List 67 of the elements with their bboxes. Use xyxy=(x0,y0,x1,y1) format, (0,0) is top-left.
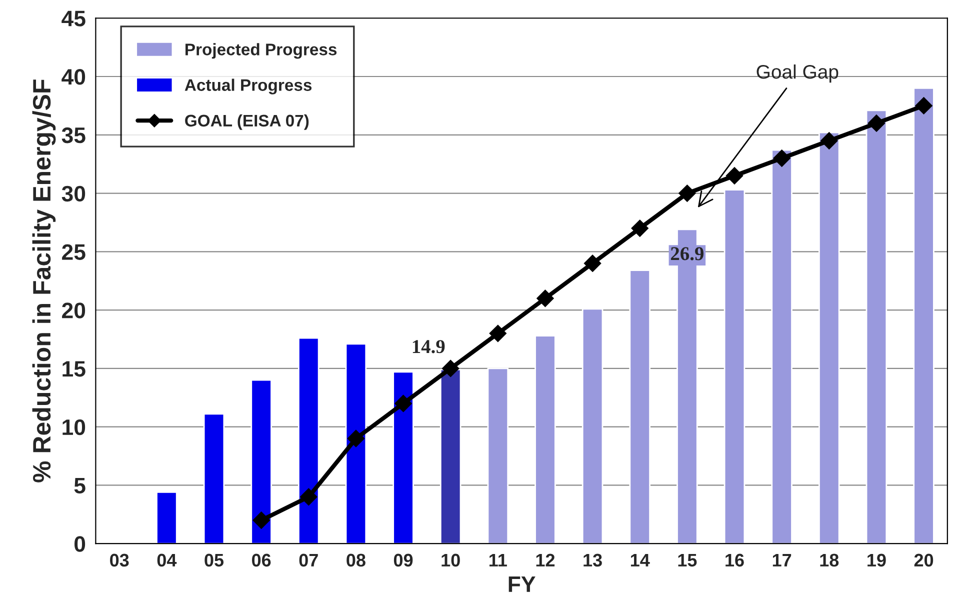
bar xyxy=(440,368,462,544)
bar xyxy=(298,337,320,544)
y-tick-label: 35 xyxy=(62,127,86,144)
bar xyxy=(487,368,509,544)
y-tick-label: 30 xyxy=(62,186,86,202)
y-tick-label: 45 xyxy=(62,10,86,26)
bar xyxy=(534,335,556,544)
bar xyxy=(345,343,367,544)
data-label: 14.9 xyxy=(412,340,445,354)
point xyxy=(347,430,365,448)
x-tick-label: 12 xyxy=(536,554,555,566)
bar xyxy=(156,492,178,544)
bar xyxy=(250,379,272,544)
x-tick-label: 08 xyxy=(346,554,366,567)
x-tick-label: 16 xyxy=(726,554,744,567)
point xyxy=(868,114,886,132)
x-tick-label: 14 xyxy=(630,554,650,566)
legend-label: Actual Progress xyxy=(184,78,312,94)
point xyxy=(678,184,696,202)
x-tick-label: 09 xyxy=(394,554,413,567)
y-tick-label: 0 xyxy=(74,536,86,552)
x-tick-label: 04 xyxy=(157,554,177,567)
y-axis-title: % Reduction in Facility Energy/SF xyxy=(32,80,56,482)
bar xyxy=(866,110,888,544)
x-tick-label: 03 xyxy=(110,554,129,567)
point xyxy=(915,97,932,114)
y-tick-label: 5 xyxy=(74,478,86,494)
x-tick-label: 06 xyxy=(252,554,271,567)
x-tick-label: 13 xyxy=(584,554,602,567)
legend-label: Projected Progress xyxy=(186,43,337,59)
bar xyxy=(818,132,840,544)
x-tick-label: 20 xyxy=(914,554,934,567)
point xyxy=(726,167,744,184)
bar xyxy=(913,87,934,544)
x-tick-label: 15 xyxy=(678,554,697,567)
point xyxy=(252,512,270,529)
point xyxy=(442,360,460,377)
bar xyxy=(392,371,414,544)
x-tick-label: 17 xyxy=(772,554,792,566)
point xyxy=(489,324,506,342)
y-tick-label: 25 xyxy=(62,244,86,260)
x-tick-label: 19 xyxy=(868,554,886,567)
y-tick-label: 20 xyxy=(62,302,86,318)
annotation: Goal Gap xyxy=(756,64,838,83)
point xyxy=(584,254,602,272)
x-tick-label: 11 xyxy=(490,554,507,566)
x-tick-label: 05 xyxy=(204,554,224,567)
point xyxy=(631,220,648,237)
bar xyxy=(771,149,792,544)
x-axis-title: FY xyxy=(508,576,536,592)
x-tick-label: 18 xyxy=(820,554,839,567)
x-tick-label: 10 xyxy=(442,554,460,567)
bar xyxy=(629,270,650,544)
y-tick-label: 15 xyxy=(62,361,86,377)
legend-label: GOAL (EISA 07) xyxy=(185,114,309,130)
bar xyxy=(582,308,604,544)
point xyxy=(536,290,554,307)
point xyxy=(394,394,412,412)
y-tick-label: 40 xyxy=(62,69,86,85)
point xyxy=(820,132,838,150)
data-label: 26.9 xyxy=(670,247,704,260)
point xyxy=(773,150,790,167)
bar xyxy=(724,189,746,544)
bar xyxy=(203,413,225,544)
x-tick-label: 07 xyxy=(299,554,318,567)
point xyxy=(300,488,318,506)
y-tick-label: 10 xyxy=(62,419,86,436)
